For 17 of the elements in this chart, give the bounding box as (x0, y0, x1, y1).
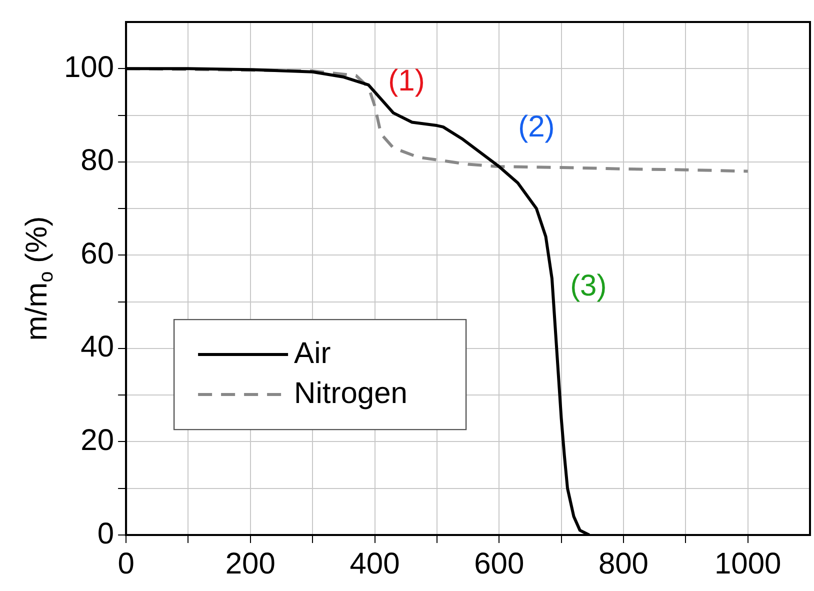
y-tick-label: 20 (80, 424, 114, 457)
annotation: (1) (388, 64, 425, 98)
y-tick-label: 60 (80, 237, 114, 270)
y-tick-label: 0 (97, 517, 114, 550)
y-tick-label: 80 (80, 144, 114, 178)
x-tick-label: 1000 (714, 547, 782, 580)
x-tick-label: 400 (350, 547, 400, 580)
y-tick-label: 100 (64, 50, 114, 84)
y-axis-title: m/mo (%) (20, 216, 58, 341)
y-tick-label: 40 (80, 330, 114, 364)
annotation: (2) (518, 110, 555, 144)
annotation: (3) (570, 269, 607, 302)
x-tick-label: 800 (598, 547, 648, 580)
legend-label: Air (294, 336, 331, 370)
x-tick-label: 200 (225, 547, 276, 580)
legend-label: Nitrogen (294, 376, 408, 410)
x-tick-label: 600 (474, 547, 524, 580)
